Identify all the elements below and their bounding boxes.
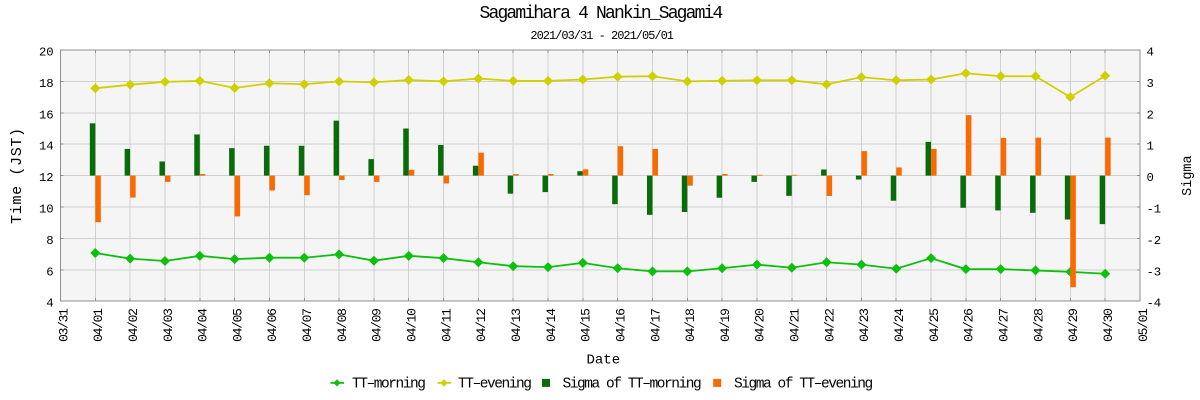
svg-text:4: 4 [46,297,53,311]
svg-text:04/09: 04/09 [370,309,385,342]
svg-text:16: 16 [39,108,53,122]
svg-text:2021/03/31 - 2021/05/01: 2021/03/31 - 2021/05/01 [530,29,673,43]
svg-text:-1: -1 [1147,203,1161,217]
svg-text:04/25: 04/25 [927,309,942,342]
svg-text:04/08: 04/08 [335,309,350,342]
svg-text:04/06: 04/06 [265,309,280,342]
svg-text:04/23: 04/23 [857,309,872,342]
svg-text:04/01: 04/01 [91,308,106,342]
svg-text:04/20: 04/20 [753,309,768,342]
svg-text:12: 12 [39,171,53,185]
svg-text:04/22: 04/22 [822,309,837,342]
svg-text:TT–morning: TT–morning [352,376,425,392]
svg-text:04/07: 04/07 [300,309,315,342]
svg-text:04/12: 04/12 [474,309,489,342]
svg-text:04/21: 04/21 [788,308,803,342]
svg-text:04/19: 04/19 [718,309,733,342]
svg-text:04/02: 04/02 [126,309,141,342]
svg-text:04/27: 04/27 [997,309,1012,342]
svg-text:TT–evening: TT–evening [458,376,531,392]
svg-text:2: 2 [1147,108,1154,122]
svg-text:04/10: 04/10 [405,309,420,342]
svg-text:04/13: 04/13 [509,309,524,342]
svg-text:04/15: 04/15 [579,309,594,342]
svg-text:14: 14 [39,140,53,154]
svg-text:04/03: 04/03 [161,309,176,342]
svg-text:4: 4 [1147,46,1154,60]
svg-text:05/01: 05/01 [1136,308,1151,342]
svg-text:04/16: 04/16 [613,309,628,342]
svg-text:-2: -2 [1147,234,1161,248]
svg-text:10: 10 [39,203,53,217]
svg-text:Sigma: Sigma [1181,155,1196,196]
svg-text:04/18: 04/18 [683,309,698,342]
svg-text:1: 1 [1147,140,1154,154]
svg-text:Sigma of TT–morning: Sigma of TT–morning [563,376,702,392]
svg-text:Time (JST): Time (JST) [9,127,26,224]
svg-text:3: 3 [1147,77,1154,91]
svg-text:04/05: 04/05 [230,309,245,342]
svg-text:0: 0 [1147,171,1154,185]
svg-text:6: 6 [46,265,53,279]
svg-text:Date: Date [587,352,621,368]
svg-text:04/29: 04/29 [1066,309,1081,342]
svg-text:-4: -4 [1147,297,1161,311]
svg-text:20: 20 [39,46,53,60]
svg-text:04/17: 04/17 [648,309,663,342]
svg-text:04/26: 04/26 [962,309,977,342]
svg-text:04/30: 04/30 [1101,309,1116,342]
svg-text:04/28: 04/28 [1031,309,1046,342]
svg-text:03/31: 03/31 [56,308,71,342]
svg-text:04/24: 04/24 [892,308,907,342]
svg-text:04/11: 04/11 [439,308,454,342]
svg-text:18: 18 [39,77,53,91]
svg-text:Sagamihara 4 Nankin_Sagami4: Sagamihara 4 Nankin_Sagami4 [480,4,723,24]
svg-text:04/14: 04/14 [544,308,559,342]
svg-text:04/04: 04/04 [196,308,211,342]
svg-text:8: 8 [46,234,53,248]
svg-text:Sigma of TT–evening: Sigma of TT–evening [734,376,873,392]
svg-text:-3: -3 [1147,265,1161,279]
